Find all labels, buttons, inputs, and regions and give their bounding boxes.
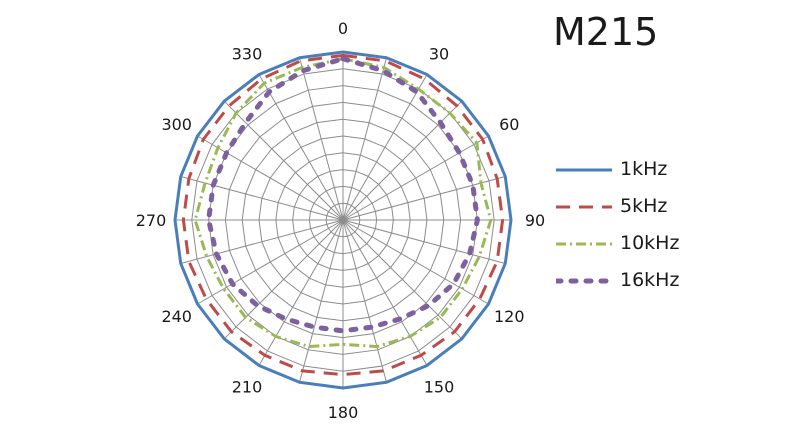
grid-spoke [342, 219, 489, 305]
grid-spoke [342, 219, 506, 264]
legend-label: 1kHz [620, 158, 668, 180]
angle-tick-labels: 0 30 60 90 120 150 180 210 240 270 300 330 [136, 19, 545, 422]
legend-swatch-5khz [556, 205, 612, 209]
grid-spoke [180, 176, 344, 221]
grid-spoke [223, 219, 344, 340]
grid-spoke [258, 219, 344, 366]
angle-tick-label: 60 [499, 115, 519, 134]
angle-tick-label: 300 [161, 115, 192, 134]
grid-spoke [342, 219, 463, 340]
grid-spoke [299, 57, 344, 221]
legend-swatch-1khz [556, 168, 612, 172]
legend-swatch-16khz [556, 278, 612, 284]
series-5khz-line [181, 53, 505, 377]
angle-tick-label: 330 [232, 45, 263, 64]
grid-spoke [299, 219, 344, 383]
grid-spoke [342, 74, 428, 221]
legend-swatch-10khz [556, 242, 612, 246]
chart-title: M215 [553, 10, 659, 54]
angle-tick-label: 90 [525, 211, 545, 230]
angle-tick-label: 30 [429, 45, 449, 64]
grid-spoke [342, 219, 428, 366]
series-16khz-line [206, 56, 480, 334]
grid-spoke [258, 74, 344, 221]
angle-tick-label: 270 [136, 211, 167, 230]
angle-tick-label: 0 [338, 19, 348, 38]
grid-spoke [342, 135, 489, 221]
angle-tick-label: 180 [328, 403, 359, 422]
legend-label: 16kHz [620, 269, 680, 291]
angle-tick-label: 120 [494, 307, 525, 326]
grid-spoke [180, 219, 344, 264]
grid-spoke [197, 219, 344, 305]
legend-label: 5kHz [620, 195, 668, 217]
grid-spoke [223, 100, 344, 221]
series-layer [173, 50, 513, 390]
angle-tick-label: 210 [232, 377, 263, 396]
grid-spoke [342, 176, 506, 221]
legend-label: 10kHz [620, 232, 680, 254]
grid-spoke [197, 135, 344, 221]
angle-tick-label: 150 [424, 377, 455, 396]
grid-spoke [342, 219, 387, 383]
grid-spoke [342, 57, 387, 221]
polar-grid [174, 51, 512, 389]
angle-tick-label: 240 [161, 307, 192, 326]
series-10khz-line [193, 57, 493, 349]
series-1khz-line [173, 50, 513, 390]
